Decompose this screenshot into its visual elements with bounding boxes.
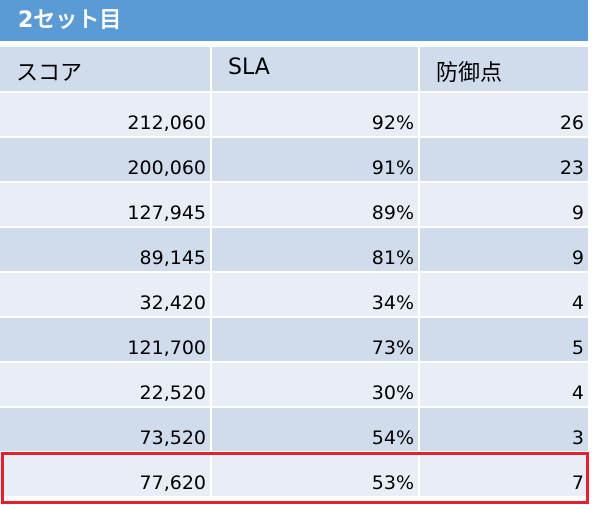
table-header-row: スコア SLA 防御点: [0, 47, 588, 93]
cell-defense: 26: [420, 93, 588, 138]
table-row-highlighted: 77,620 53% 7: [0, 453, 588, 498]
cell-defense: 4: [420, 363, 588, 408]
cell-sla: 30%: [212, 363, 420, 408]
cell-sla: 89%: [212, 183, 420, 228]
cell-defense: 4: [420, 273, 588, 318]
cell-sla: 73%: [212, 318, 420, 363]
cell-score: 89,145: [0, 228, 212, 273]
cell-sla: 34%: [212, 273, 420, 318]
cell-score: 32,420: [0, 273, 212, 318]
cell-score: 22,520: [0, 363, 212, 408]
table-row: 212,060 92% 26: [0, 93, 588, 138]
table-row: 127,945 89% 9: [0, 183, 588, 228]
cell-defense: 9: [420, 183, 588, 228]
cell-defense: 9: [420, 228, 588, 273]
cell-sla: 81%: [212, 228, 420, 273]
table-row: 121,700 73% 5: [0, 318, 588, 363]
cell-score: 121,700: [0, 318, 212, 363]
cell-score: 200,060: [0, 138, 212, 183]
table-row: 200,060 91% 23: [0, 138, 588, 183]
table-row: 22,520 30% 4: [0, 363, 588, 408]
cell-sla: 54%: [212, 408, 420, 453]
cell-defense: 5: [420, 318, 588, 363]
title-edge-gap: [588, 0, 592, 44]
cell-defense: 3: [420, 408, 588, 453]
section-title: 2セット目: [18, 8, 122, 33]
column-header-score: スコア: [0, 47, 212, 93]
cell-sla: 92%: [212, 93, 420, 138]
section-title-bar: 2セット目: [0, 0, 588, 44]
cell-defense: 7: [420, 453, 588, 498]
column-header-sla: SLA: [212, 47, 420, 93]
cell-score: 212,060: [0, 93, 212, 138]
cell-score: 73,520: [0, 408, 212, 453]
cell-defense: 23: [420, 138, 588, 183]
cell-sla: 53%: [212, 453, 420, 498]
table-row: 89,145 81% 9: [0, 228, 588, 273]
cell-sla: 91%: [212, 138, 420, 183]
table-row: 73,520 54% 3: [0, 408, 588, 453]
score-table: スコア SLA 防御点 212,060 92% 26 200,060 91% 2…: [0, 47, 588, 498]
cell-score: 77,620: [0, 453, 212, 498]
table-row: 32,420 34% 4: [0, 273, 588, 318]
cell-score: 127,945: [0, 183, 212, 228]
column-header-defense: 防御点: [420, 47, 588, 93]
